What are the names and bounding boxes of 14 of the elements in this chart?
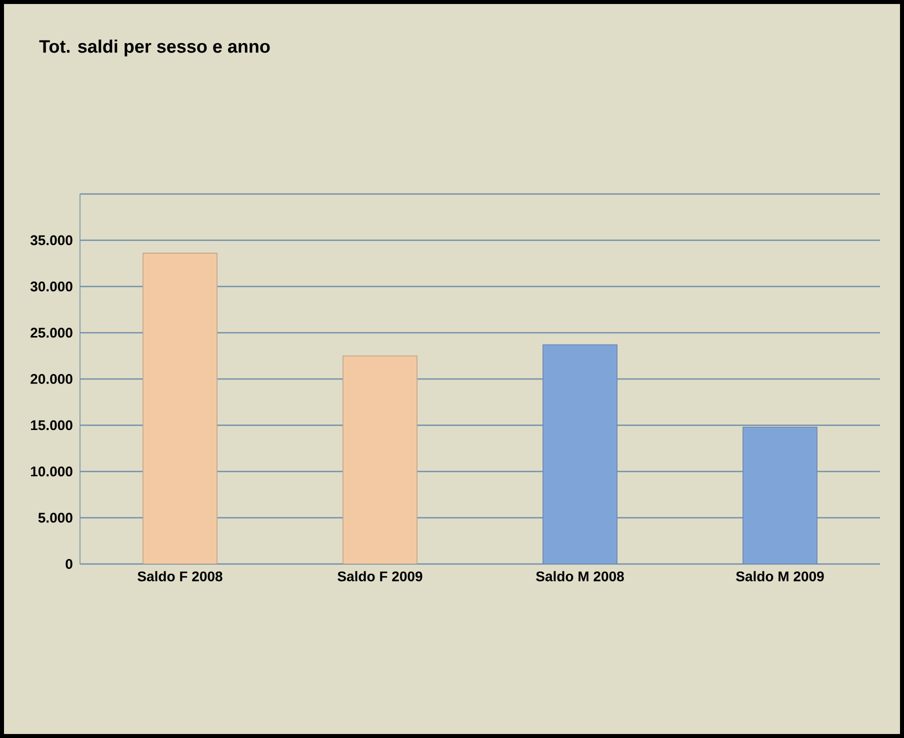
y-tick-label: 10.000 [31,466,72,476]
y-tick-label: 5.000 [38,512,72,523]
bar [342,355,418,564]
x-tick-label: Saldo M 2009 [736,571,824,582]
y-tick-label: 30.000 [30,282,72,292]
x-tick-label: Saldo F 2009 [338,571,422,582]
chart-title: Tot. saldi per sesso e anno [39,40,270,56]
y-tick-label: 15.000 [31,420,72,430]
y-tick-label: 25.000 [30,328,72,338]
y-tick-label: 35.000 [30,235,72,246]
x-tick-label: Saldo M 2008 [536,571,624,582]
x-tick-label: Saldo F 2008 [138,571,222,582]
y-tick-label: 0 [66,559,72,569]
y-tick-label: 20.000 [30,374,72,384]
